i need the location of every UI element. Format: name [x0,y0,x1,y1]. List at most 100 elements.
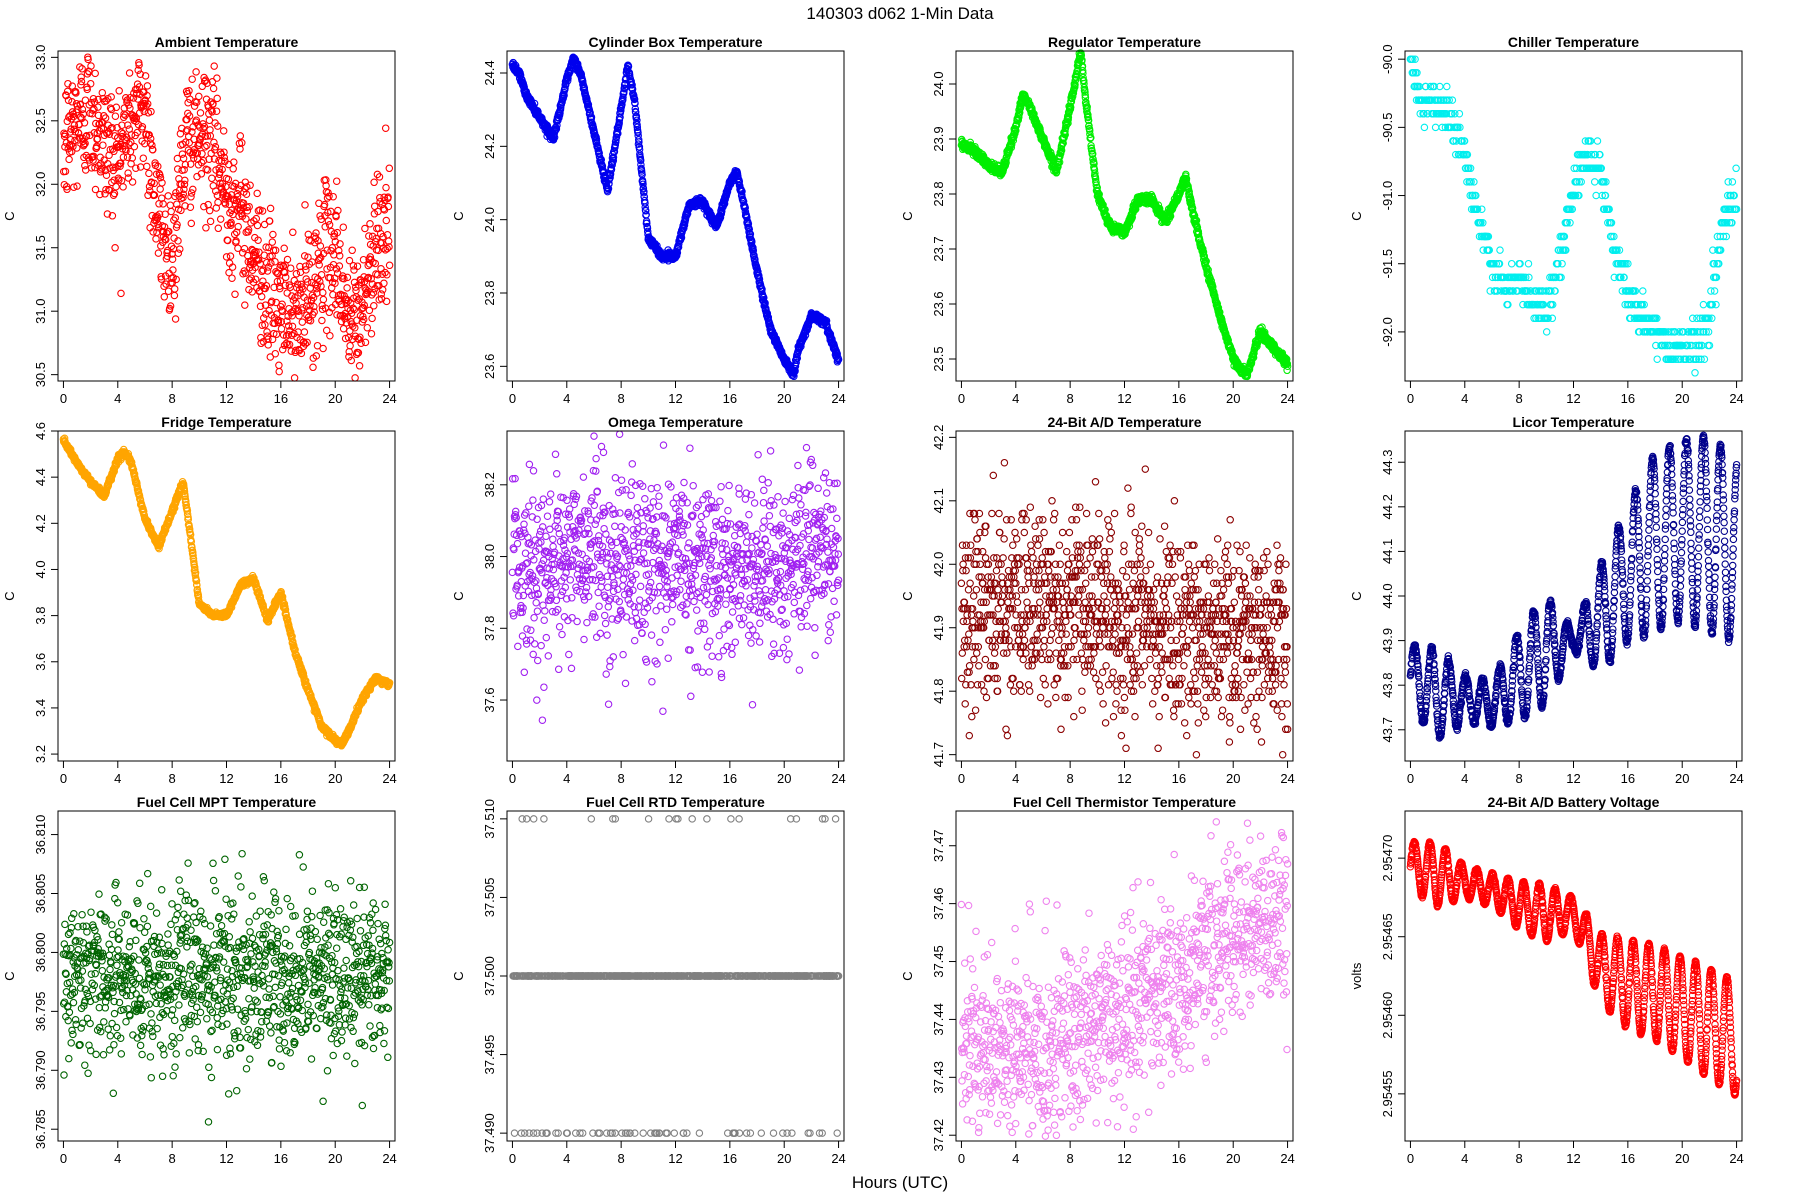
data-point [241,301,249,309]
data-point [124,174,133,182]
data-point [171,214,180,222]
data-point [209,84,218,93]
y-axis-label: C [900,211,915,220]
data-point [170,291,179,300]
panel-title: Chiller Temperature [1508,34,1639,50]
data-point [385,164,394,173]
series-points [508,53,843,381]
data-point [102,97,110,105]
data-point [377,290,386,298]
data-point [300,252,309,260]
data-point [225,268,233,277]
series-points [957,49,1292,381]
data-point [226,252,235,260]
data-point [154,162,162,171]
data-point [134,66,142,74]
data-point [268,238,277,246]
data-point [292,270,301,278]
data-point [63,87,72,96]
x-tick-label: 8 [1516,391,1523,406]
data-point [156,173,165,182]
data-point [314,249,323,258]
data-point [329,290,337,299]
data-point [116,162,124,170]
data-point [1455,109,1464,118]
data-point [254,256,263,264]
data-point [113,134,122,142]
data-point [128,154,137,162]
data-point [248,288,256,296]
data-point [326,331,334,340]
panel-title: Cylinder Box Temperature [588,34,762,50]
data-point [332,177,341,185]
data-point [177,206,185,215]
data-point [275,367,283,376]
data-point [111,163,120,172]
data-point [278,345,287,354]
data-point [276,277,285,285]
data-point [210,62,218,70]
data-point [185,87,193,95]
data-point [80,119,89,127]
data-point [132,164,140,172]
data-point [167,207,175,216]
data-point [96,190,104,199]
data-point [247,274,256,282]
data-point [287,347,296,355]
data-point [361,338,370,347]
data-point [208,108,216,116]
data-point [133,128,142,137]
data-point [138,123,147,131]
y-tick-label: 30.5 [33,362,48,387]
data-point [370,178,378,187]
data-point [179,193,187,202]
data-point [382,183,390,192]
data-point [216,215,225,223]
x-tick-label: 4 [563,391,570,406]
data-point [275,361,283,370]
y-axis-label: C [2,591,17,600]
data-point [87,98,96,107]
data-point [299,285,307,293]
data-point [61,167,70,176]
data-point [251,275,260,284]
data-point [309,363,317,372]
data-point [111,244,119,252]
data-point [231,290,239,299]
data-point [119,113,128,122]
y-axis-label: C [1349,211,1364,220]
data-point [321,223,329,231]
data-point [143,162,151,171]
data-point [150,179,158,188]
data-point [320,200,329,209]
data-point [89,94,98,103]
data-point [165,227,173,236]
data-point [119,153,128,161]
data-point [108,123,116,132]
data-point [351,323,359,332]
data-point [107,105,116,114]
data-point [349,304,357,313]
data-point [272,330,281,339]
data-point [318,316,326,325]
data-point [278,300,286,309]
data-point [324,188,332,197]
y-tick-label: 23.7 [931,236,946,261]
data-point [150,191,159,199]
data-point [170,285,179,293]
y-tick-label: -92.0 [1380,317,1395,347]
data-point [278,307,287,316]
y-tick-label: 31.5 [33,235,48,260]
data-point [301,340,310,348]
data-point [197,170,206,178]
y-tick-label: -91.0 [1380,181,1395,211]
data-point [319,295,328,304]
y-axis: 23.623.824.024.224.4 [482,60,507,379]
data-point [311,234,320,243]
data-point [353,262,362,270]
data-point [136,70,145,78]
data-point [203,79,211,87]
data-point [375,173,384,181]
data-point [310,308,318,316]
x-tick-label: 20 [328,391,342,406]
